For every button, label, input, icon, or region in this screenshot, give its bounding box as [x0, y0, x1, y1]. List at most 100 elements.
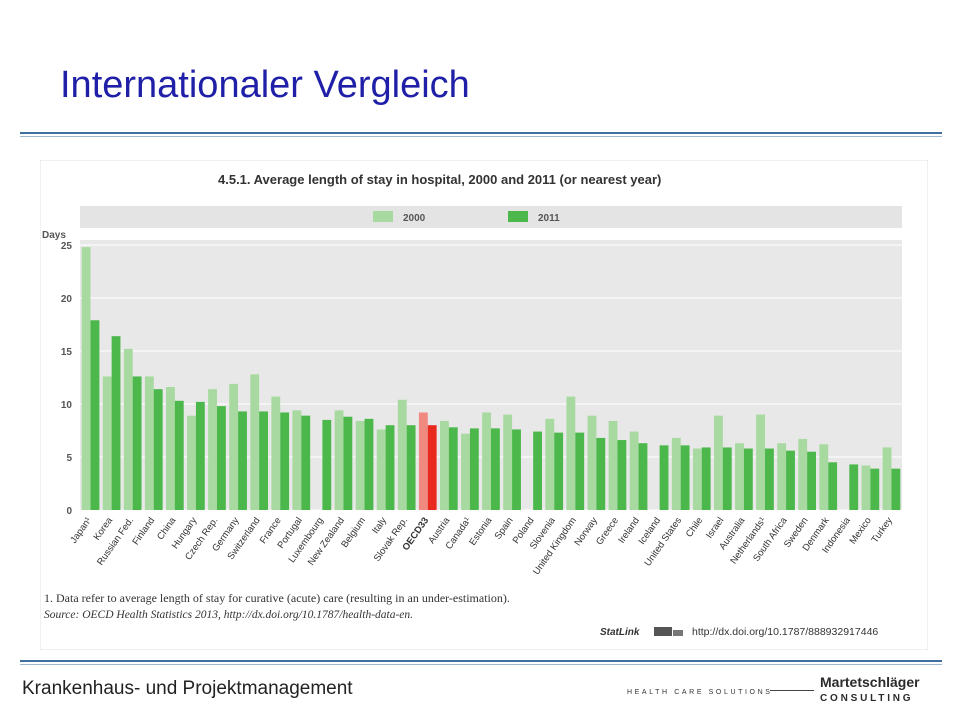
bar-2000 [208, 389, 217, 510]
bar-2011 [174, 400, 184, 510]
bar-2000 [713, 415, 723, 510]
bar-2011 [259, 411, 269, 510]
bar-2011 [238, 411, 247, 510]
bar-2000 [756, 414, 765, 510]
bar-2000 [102, 376, 112, 510]
bar-2011 [807, 451, 817, 510]
footer-divider [20, 660, 942, 665]
bar-2000 [81, 247, 91, 510]
bar-2011 [554, 432, 564, 510]
bar-2011 [217, 406, 226, 510]
bar-2011 [596, 437, 606, 510]
legend-swatch-2000 [373, 211, 393, 222]
bar-2011 [195, 401, 205, 510]
y-tick-label: 5 [66, 453, 72, 464]
bar-2011 [828, 462, 838, 510]
bar-2000 [482, 412, 491, 510]
bar-2011 [469, 428, 479, 510]
bar-2011 [491, 428, 500, 510]
bar-2011 [343, 416, 353, 510]
bar-2011 [765, 448, 774, 510]
bar-2000 [165, 387, 175, 510]
bar-2000 [123, 348, 133, 510]
bar-2000 [334, 410, 344, 510]
bar-2011 [743, 448, 753, 510]
bar-2011 [153, 389, 163, 510]
chart-title: 4.5.1. Average length of stay in hospita… [218, 172, 661, 187]
bar-2000 [629, 431, 639, 510]
logo-divider [770, 690, 814, 691]
bar-2000 [397, 399, 407, 510]
y-axis-label: Days [42, 230, 66, 241]
tagline: HEALTH CARE SOLUTIONS [627, 689, 773, 696]
chart-footnote: 1. Data refer to average length of stay … [44, 591, 510, 605]
chart: 4.5.1. Average length of stay in hospita… [40, 160, 928, 650]
bar-2000 [735, 443, 744, 510]
y-tick-label: 20 [61, 294, 73, 305]
chart-source: Source: OECD Health Statistics 2013, htt… [44, 609, 413, 621]
bar-2000 [692, 448, 702, 510]
bar-2000 [671, 437, 681, 510]
bar-2000 [566, 396, 576, 510]
legend: 2000 2011 [373, 211, 560, 224]
bar-2011 [385, 425, 395, 510]
bar-2011 [786, 450, 795, 510]
bar-2011 [849, 464, 859, 510]
bar-2000 [798, 438, 808, 510]
bar-2000 [271, 396, 281, 510]
bar-2000 [376, 429, 386, 510]
bar-2011 [617, 440, 627, 510]
bars [81, 247, 901, 510]
bar-2000 [861, 465, 871, 510]
logo-sub: CONSULTING [820, 693, 914, 704]
bar-2011 [322, 419, 332, 510]
y-tick-label: 15 [61, 347, 73, 358]
bar-2011 [427, 425, 437, 510]
bar-2000 [250, 374, 260, 510]
slide-title: Internationaler Vergleich [60, 64, 470, 106]
bar-2011 [722, 447, 732, 510]
bar-2011 [533, 431, 543, 510]
bar-2011 [701, 447, 711, 510]
logo-brand: Martetschläger [820, 674, 920, 690]
bar-2011 [448, 427, 458, 510]
bar-2000 [545, 418, 555, 510]
title-divider [20, 132, 942, 137]
bar-2011 [406, 425, 416, 510]
statlink-icon [654, 627, 683, 636]
statlink-label: StatLink [600, 627, 640, 638]
bar-2000 [882, 447, 892, 510]
bar-2000 [418, 412, 428, 510]
y-axis: 0 5 10 15 20 25 [61, 241, 73, 517]
bar-2011 [659, 445, 669, 510]
bar-2000 [587, 415, 597, 510]
bar-2011 [132, 376, 142, 510]
bar-2000 [608, 420, 618, 510]
bar-2000 [144, 376, 154, 510]
bar-2000 [439, 420, 449, 510]
bar-2011 [90, 320, 100, 510]
bar-2011 [512, 429, 521, 510]
legend-swatch-2011 [508, 211, 528, 222]
footer-text: Krankenhaus- und Projektmanagement [22, 678, 353, 699]
bar-2000 [229, 383, 239, 510]
statlink-url[interactable]: http://dx.doi.org/10.1787/888932917446 [692, 626, 878, 638]
bar-2000 [292, 410, 302, 510]
bar-2011 [280, 412, 290, 510]
bar-2011 [870, 468, 880, 510]
bar-2000 [187, 415, 196, 510]
bar-2011 [111, 336, 121, 510]
company-logo: Martetschläger CONSULTING [820, 674, 940, 704]
bar-2011 [575, 432, 585, 510]
bar-2000 [461, 433, 470, 510]
bar-2011 [680, 445, 690, 510]
bar-2011 [301, 415, 311, 510]
bar-2011 [364, 418, 374, 510]
legend-label-2011: 2011 [538, 213, 560, 224]
bar-2000 [503, 414, 513, 510]
bar-2000 [819, 444, 829, 510]
bar-2011 [638, 443, 648, 510]
bar-2000 [355, 420, 365, 510]
y-tick-label: 0 [66, 506, 72, 517]
legend-label-2000: 2000 [403, 213, 426, 224]
